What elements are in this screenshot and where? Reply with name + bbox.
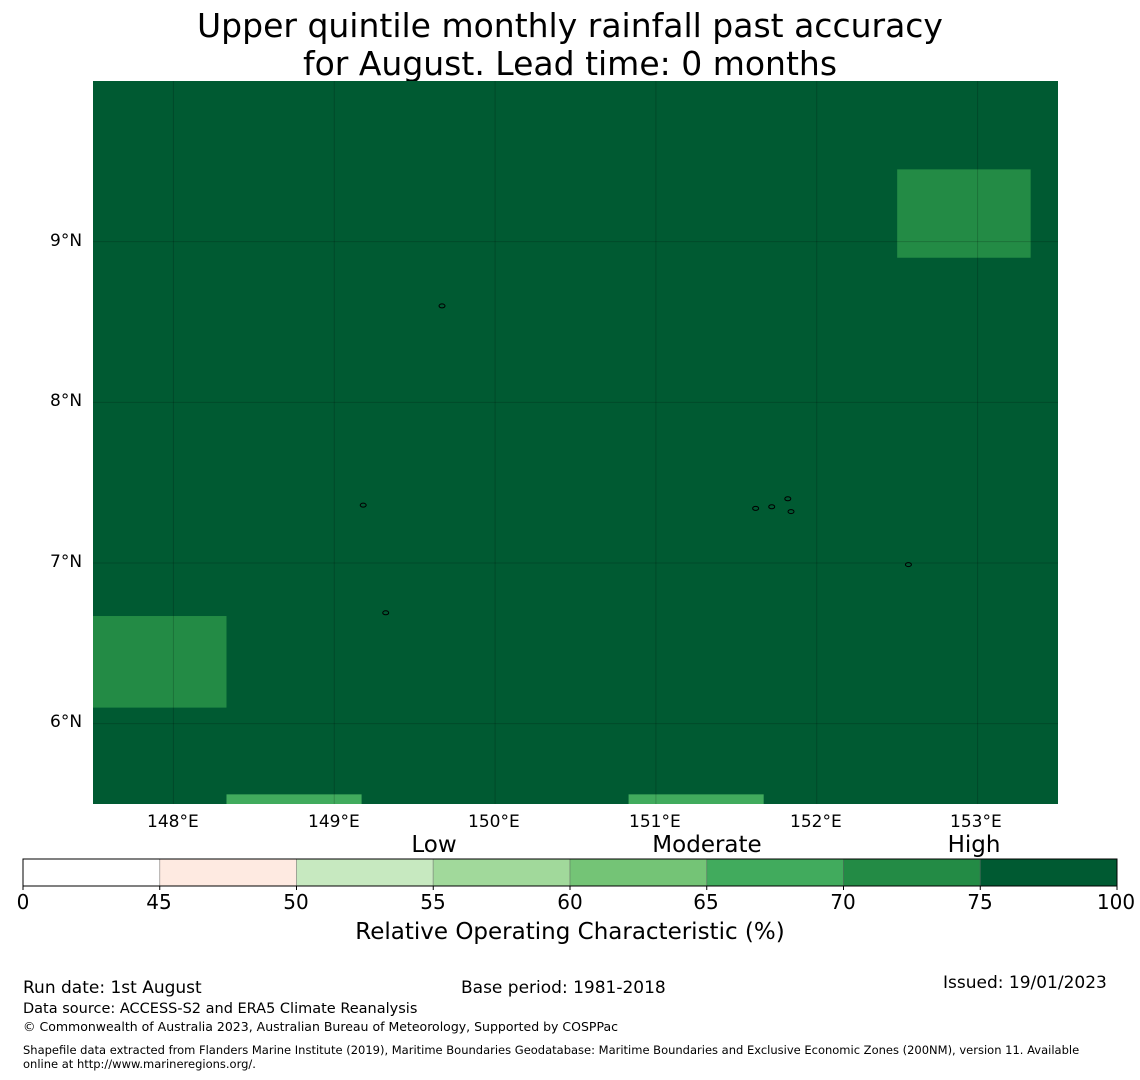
lat-tick-9n: 9°N [50, 231, 83, 251]
lon-tick-150e: 150°E [468, 812, 520, 832]
island-outline [784, 496, 792, 502]
copyright-notice: © Commonwealth of Australia 2023, Austra… [23, 1019, 618, 1034]
colorbar-category-high: High [947, 832, 1001, 858]
map-title-line2: for August. Lead time: 0 months [302, 44, 838, 83]
shapefile-credit-line2: online at http://www.marineregions.org/. [23, 1057, 256, 1071]
island-outline [438, 303, 446, 309]
colorbar-tick-55: 55 [420, 890, 446, 914]
colorbar-tick-75: 75 [967, 890, 993, 914]
issued-date: Issued: 19/01/2023 [943, 973, 1107, 993]
island-outline [359, 502, 367, 508]
data-source: Data source: ACCESS-S2 and ERA5 Climate … [23, 1001, 418, 1017]
lat-tick-7n: 7°N [50, 552, 83, 572]
map-cell [628, 794, 764, 804]
island-outline [787, 509, 795, 515]
colorbar-tick-50: 50 [283, 890, 309, 914]
colorbar-segment [706, 858, 844, 887]
map-title-line1: Upper quintile monthly rainfall past acc… [197, 6, 943, 45]
lon-tick-148e: 148°E [147, 812, 199, 832]
lon-tick-151e: 151°E [629, 812, 681, 832]
island-outline [904, 562, 912, 568]
colorbar-segment [432, 858, 571, 887]
colorbar-tick-70: 70 [830, 890, 856, 914]
colorbar-tick-65: 65 [693, 890, 719, 914]
colorbar-segment [22, 858, 161, 887]
colorbar-label: Relative Operating Characteristic (%) [355, 919, 785, 945]
lat-tick-8n: 8°N [50, 391, 83, 411]
island-outline [752, 505, 760, 511]
colorbar-tick-60: 60 [557, 890, 583, 914]
colorbar-segment [569, 858, 708, 887]
colorbar-segment [843, 858, 981, 887]
colorbar-tick-45: 45 [146, 890, 172, 914]
map-cell [93, 616, 227, 708]
colorbar-tick-0: 0 [16, 890, 30, 914]
colorbar-segment [979, 858, 1118, 887]
lon-tick-153e: 153°E [950, 812, 1002, 832]
lat-tick-6n: 6°N [50, 712, 83, 732]
lon-tick-152e: 152°E [790, 812, 842, 832]
run-date: Run date: 1st August [23, 978, 202, 998]
island-outline [382, 610, 390, 616]
base-period: Base period: 1981-2018 [461, 978, 666, 998]
map-cell [897, 169, 1031, 258]
colorbar-category-moderate: Moderate [652, 832, 762, 858]
colorbar-segment [296, 858, 434, 887]
colorbar-segment [159, 858, 297, 887]
island-outline [768, 504, 776, 510]
colorbar-category-low: Low [411, 832, 457, 858]
colorbar-tick-100: 100 [1096, 890, 1136, 914]
lon-tick-149e: 149°E [308, 812, 360, 832]
shapefile-credit-line1: Shapefile data extracted from Flanders M… [23, 1043, 1080, 1057]
map-cell [226, 794, 362, 804]
